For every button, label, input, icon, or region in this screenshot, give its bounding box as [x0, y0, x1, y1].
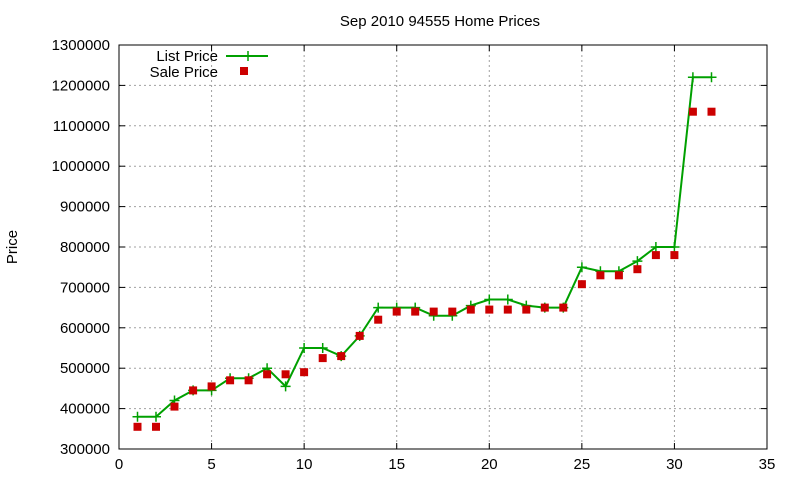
sale-price-point	[540, 303, 549, 312]
list-price-point	[151, 411, 161, 422]
x-tick-label: 5	[207, 456, 215, 473]
y-tick-label: 700000	[60, 279, 110, 296]
sale-price-point	[226, 376, 235, 385]
sale-price-point	[374, 315, 383, 324]
x-tick-label: 0	[115, 456, 123, 473]
legend: List Price Sale Price	[150, 48, 268, 81]
x-tick-label: 25	[574, 456, 591, 473]
legend-label-sale-price: Sale Price	[150, 64, 218, 81]
sale-price-point	[170, 402, 179, 411]
sale-price-point	[651, 251, 660, 260]
list-price-point	[299, 343, 310, 353]
sale-price-point	[485, 305, 494, 314]
ticks: 300000 400000 500000 600000 700000 800000 9000…	[52, 37, 776, 473]
y-tick-label: 800000	[60, 239, 110, 256]
sale-price-point	[411, 307, 420, 316]
list-price-point	[502, 294, 513, 305]
y-tick-label: 1000000	[52, 158, 110, 175]
x-tick-label: 35	[759, 456, 776, 473]
sale-price-point	[670, 251, 679, 260]
sale-price-point	[152, 422, 160, 431]
list-price-point	[280, 381, 291, 392]
sale-price-point	[244, 376, 253, 385]
series	[132, 72, 717, 431]
sale-price-point	[263, 370, 272, 379]
sale-price-point	[596, 271, 605, 280]
sale-price-point	[707, 107, 716, 116]
sale-price-point	[503, 305, 512, 314]
chart-title: Sep 2010 94555 Home Prices	[340, 13, 540, 30]
y-tick-label: 1300000	[52, 37, 110, 54]
y-tick-label: 900000	[60, 199, 110, 216]
list-price-point	[576, 262, 587, 273]
list-price-point	[706, 72, 717, 83]
y-tick-label: 1100000	[53, 118, 110, 135]
sale-price-point	[614, 271, 623, 280]
sale-price-point	[633, 265, 642, 274]
sale-price-point	[577, 280, 586, 289]
sale-price-point	[300, 368, 309, 377]
sale-price-point	[355, 331, 364, 340]
list-price-point	[373, 302, 384, 313]
y-tick-label: 500000	[60, 360, 110, 377]
list-price-point	[132, 411, 143, 422]
x-tick-label: 20	[481, 456, 498, 473]
x-tick-label: 30	[666, 456, 683, 473]
sale-price-point	[688, 107, 697, 116]
y-tick-label: 600000	[60, 320, 110, 337]
sale-price-point	[522, 305, 531, 314]
legend-marker-list-price	[243, 51, 253, 61]
sale-price-point	[559, 303, 568, 312]
sale-price-point	[429, 307, 438, 316]
legend-label-list-price: List Price	[156, 48, 218, 65]
y-tick-label: 400000	[60, 401, 110, 418]
sale-price-point	[281, 370, 290, 379]
y-tick-label: 1200000	[52, 77, 110, 94]
list-price-point	[669, 242, 680, 252]
sale-price-point	[466, 305, 475, 314]
x-tick-label: 10	[296, 456, 313, 473]
sale-price-point	[189, 386, 198, 395]
list-price-point	[317, 343, 328, 353]
sale-price-point	[392, 307, 401, 316]
sale-price-point	[337, 352, 346, 361]
list-price-point	[687, 72, 698, 83]
sale-price-point	[318, 354, 327, 363]
list-price-point	[650, 242, 661, 252]
sale-price-point	[448, 307, 457, 316]
list-price-point	[484, 294, 495, 305]
legend-marker-sale-price	[240, 67, 248, 75]
list-price-point	[632, 256, 643, 267]
y-axis-label: Price	[4, 230, 21, 264]
grid	[119, 45, 767, 449]
x-tick-label: 15	[388, 456, 405, 473]
sale-price-point	[133, 422, 142, 431]
y-tick-label: 300000	[60, 441, 110, 458]
sale-price-point	[207, 382, 216, 391]
